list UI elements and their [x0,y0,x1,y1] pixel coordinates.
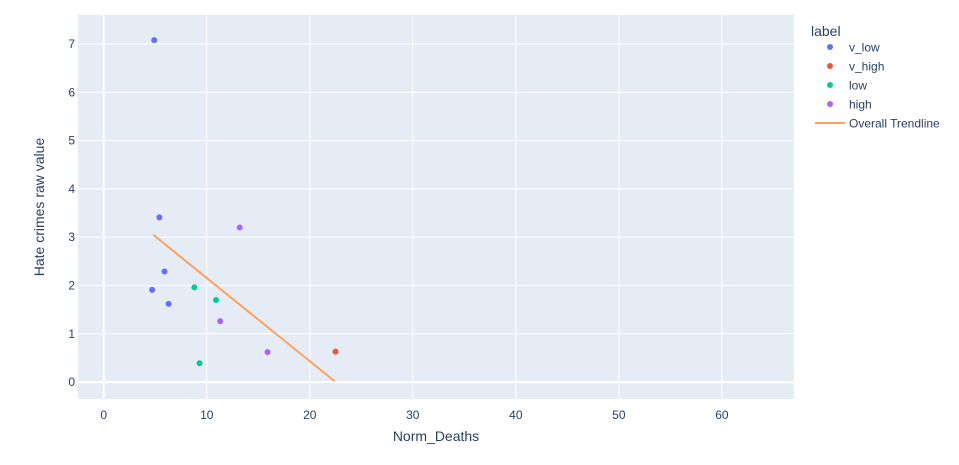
legend-label: high [849,98,872,112]
data-point-v-low [151,37,158,44]
legend-swatch [827,101,833,107]
y-tick-label: 3 [68,230,75,244]
x-tick-label: 50 [612,408,626,422]
data-point-low [196,360,203,367]
series-v-low [149,37,172,307]
x-tick-label: 40 [509,408,523,422]
x-tick-label: 20 [303,408,317,422]
legend-item-overall-trendline[interactable]: Overall Trendline [815,117,940,131]
legend-swatch [827,82,833,88]
legend-item-v-low[interactable]: v_low [827,41,880,55]
y-tick-label: 2 [68,278,75,292]
legend-item-v-high[interactable]: v_high [827,60,884,74]
y-tick-label: 6 [68,85,75,99]
series-high [217,224,271,356]
data-point-v-low [165,300,172,307]
legend-item-low[interactable]: low [827,79,867,93]
data-point-high [236,224,243,231]
legend-swatch [827,63,833,69]
data-point-v-low [149,286,156,293]
data-point-v-low [156,214,163,221]
y-tick-label: 4 [68,182,75,196]
plot-background [78,15,794,399]
x-tick-label: 10 [200,408,214,422]
series-overall-trendline [152,233,336,382]
legend-title: label [811,23,841,39]
data-point-high [264,349,271,356]
series-low [191,284,220,367]
legend-label: v_low [849,41,880,55]
y-tick-label: 5 [68,134,75,148]
x-axis-label: Norm_Deaths [393,428,479,444]
legend-label: v_high [849,60,884,74]
data-point-v-low [161,268,168,275]
y-tick-label: 7 [68,37,75,51]
trendline [152,233,336,382]
x-tick-label: 0 [100,408,107,422]
y-tick-labels: 0 1 2 3 4 5 6 7 [68,37,75,389]
y-axis-label: Hate crimes raw value [31,138,47,277]
legend-label: Overall Trendline [849,117,940,131]
legend-label: low [849,79,867,93]
x-tick-label: 60 [715,408,729,422]
y-tick-label: 0 [68,375,75,389]
legend-swatch [827,44,833,50]
series-v-high [332,348,339,355]
data-point-high [217,318,224,325]
y-tick-label: 1 [68,327,75,341]
data-traces [149,37,339,382]
x-tick-labels: 0 10 20 30 40 50 60 [100,408,728,422]
grid-lines [78,15,794,399]
legend-item-high[interactable]: high [827,98,872,112]
data-point-low [213,296,220,303]
x-tick-label: 30 [406,408,420,422]
data-point-low [191,284,198,291]
data-point-v-high [332,348,339,355]
